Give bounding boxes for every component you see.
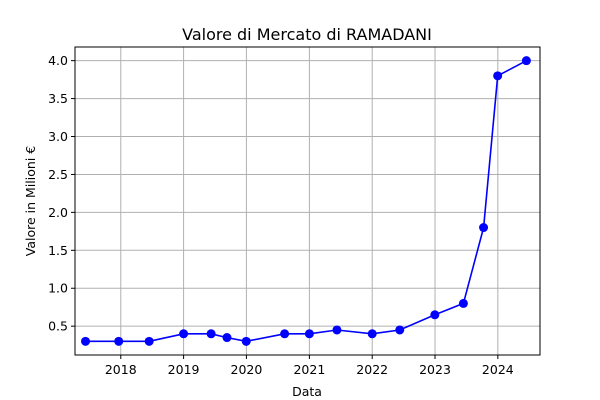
data-point [332, 325, 342, 335]
data-point [304, 329, 314, 339]
y-tick-label: 3.5 [48, 91, 68, 106]
data-point [479, 223, 489, 233]
x-tick-label: 2022 [356, 362, 388, 377]
data-point [458, 298, 468, 308]
data-point [144, 336, 154, 346]
data-series [80, 56, 531, 346]
data-point [280, 329, 290, 339]
data-point [395, 325, 405, 335]
y-axis-label: Valore in Milioni € [23, 146, 38, 256]
data-point [114, 336, 124, 346]
data-point [206, 329, 216, 339]
grid-lines [75, 47, 540, 355]
y-tick-label: 2.5 [48, 167, 68, 182]
y-tick-label: 1.0 [48, 281, 68, 296]
data-point [367, 329, 377, 339]
data-point [222, 333, 232, 343]
x-axis-label: Data [292, 384, 322, 399]
chart-title: Valore di Mercato di RAMADANI [182, 25, 432, 44]
y-tick-label: 3.0 [48, 129, 68, 144]
data-point [241, 336, 251, 346]
data-point [430, 310, 440, 320]
axis-ticks: 2018 2019 2020 2021 2022 2023 2024 0.5 1.0 1.5 2.0… [48, 53, 514, 377]
x-tick-label: 2023 [419, 362, 451, 377]
plot-frame [74, 46, 541, 356]
data-point [521, 56, 531, 66]
y-tick-label: 0.5 [48, 319, 68, 334]
x-tick-label: 2021 [293, 362, 325, 377]
y-tick-label: 4.0 [48, 53, 68, 68]
data-point [179, 329, 189, 339]
x-tick-label: 2018 [105, 362, 137, 377]
x-tick-label: 2020 [231, 362, 263, 377]
data-point [80, 336, 90, 346]
data-point [493, 71, 503, 81]
y-tick-label: 2.0 [48, 205, 68, 220]
x-tick-label: 2024 [482, 362, 514, 377]
x-tick-label: 2019 [168, 362, 200, 377]
y-tick-label: 1.5 [48, 243, 68, 258]
series-line [85, 59, 527, 343]
